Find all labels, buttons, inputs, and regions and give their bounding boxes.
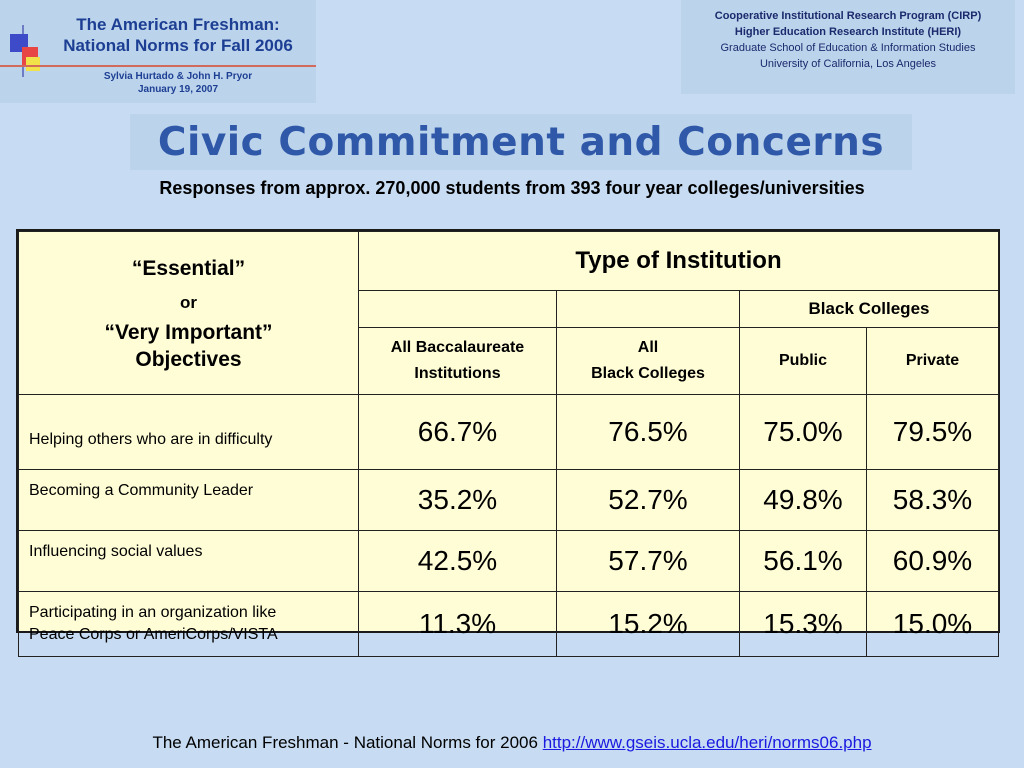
col-all-black-colleges: All Black Colleges xyxy=(556,327,740,395)
row-label: Helping others who are in difficulty xyxy=(18,394,359,470)
row-label: Becoming a Community Leader xyxy=(18,469,359,531)
report-title-line1: The American Freshman: xyxy=(76,15,280,34)
value-cell: 42.5% xyxy=(358,530,557,592)
empty-header-cell xyxy=(556,290,740,328)
value-cell: 79.5% xyxy=(865,394,1000,470)
value-cell: 66.7% xyxy=(358,394,557,470)
col-all-baccalaureate-line2: Institutions xyxy=(414,365,501,382)
value-cell: 76.5% xyxy=(556,394,740,470)
report-title: The American Freshman: National Norms fo… xyxy=(40,14,316,56)
col-private: Private xyxy=(865,327,1000,395)
empty-header-cell xyxy=(358,290,557,328)
col-all-baccalaureate-line1: All Baccalaureate xyxy=(390,339,525,356)
corner-objectives: Objectives xyxy=(135,348,242,371)
org-line4: University of California, Los Angeles xyxy=(759,58,937,70)
table-row: Participating in an organization like Pe… xyxy=(18,591,1000,657)
value-cell: 15.2% xyxy=(556,591,740,657)
slide-title: Civic Commitment and Concerns xyxy=(157,119,885,165)
footer-text: The American Freshman - National Norms f… xyxy=(152,733,538,752)
value-cell: 57.7% xyxy=(556,530,740,592)
value-cell: 58.3% xyxy=(865,469,1000,531)
org-line2: Higher Education Research Institute (HER… xyxy=(734,26,962,38)
type-of-institution-header: Type of Institution xyxy=(357,231,1000,291)
header-left-panel: The American Freshman: National Norms fo… xyxy=(0,0,316,103)
authors: Sylvia Hurtado & John H. Pryor xyxy=(103,71,253,82)
objectives-corner-header: “Essential” or “Very Important” Objectiv… xyxy=(18,231,359,395)
row-label: Influencing social values xyxy=(18,530,359,592)
footer-link[interactable]: http://www.gseis.ucla.edu/heri/norms06.p… xyxy=(542,733,872,752)
value-cell: 35.2% xyxy=(358,469,557,531)
report-title-line2: National Norms for Fall 2006 xyxy=(63,36,293,55)
col-all-baccalaureate: All Baccalaureate Institutions xyxy=(358,327,557,395)
objectives-table: “Essential” or “Very Important” Objectiv… xyxy=(18,231,1000,657)
row-label-line1: Participating in an organization like xyxy=(29,604,277,621)
table-row: Helping others who are in difficulty 66.… xyxy=(18,394,1000,470)
row-label: Participating in an organization like Pe… xyxy=(18,591,359,657)
corner-essential: “Essential” xyxy=(131,257,246,280)
data-table-container: “Essential” or “Very Important” Objectiv… xyxy=(16,229,1000,657)
value-cell: 49.8% xyxy=(739,469,867,531)
slide-title-banner: Civic Commitment and Concerns xyxy=(130,114,912,170)
slide-subtitle: Responses from approx. 270,000 students … xyxy=(159,178,865,198)
col-all-black-line2: Black Colleges xyxy=(591,365,705,382)
row-label-line2: Peace Corps or AmeriCorps/VISTA xyxy=(29,626,278,643)
footer-citation: The American Freshman - National Norms f… xyxy=(0,733,1024,753)
header-right-panel: Cooperative Institutional Research Progr… xyxy=(681,0,1015,94)
value-cell: 52.7% xyxy=(556,469,740,531)
value-cell: 75.0% xyxy=(739,394,867,470)
org-line3: Graduate School of Education & Informati… xyxy=(720,42,976,54)
black-colleges-header: Black Colleges xyxy=(738,290,1000,328)
org-line1: Cooperative Institutional Research Progr… xyxy=(714,10,982,22)
value-cell: 11.3% xyxy=(358,591,557,657)
col-all-black-line1: All xyxy=(637,339,659,356)
value-cell: 60.9% xyxy=(865,530,1000,592)
table-row: Becoming a Community Leader 35.2% 52.7% … xyxy=(18,469,1000,531)
corner-very-important: “Very Important” xyxy=(104,321,273,344)
corner-or: or xyxy=(180,293,197,312)
value-cell: 15.0% xyxy=(865,591,1000,657)
report-date: January 19, 2007 xyxy=(137,84,219,95)
value-cell: 15.3% xyxy=(739,591,867,657)
cirp-logo xyxy=(0,25,316,77)
col-public: Public xyxy=(739,327,867,395)
table-row: Influencing social values 42.5% 57.7% 56… xyxy=(18,530,1000,592)
value-cell: 56.1% xyxy=(739,530,867,592)
authors-block: Sylvia Hurtado & John H. Pryor January 1… xyxy=(40,70,316,96)
